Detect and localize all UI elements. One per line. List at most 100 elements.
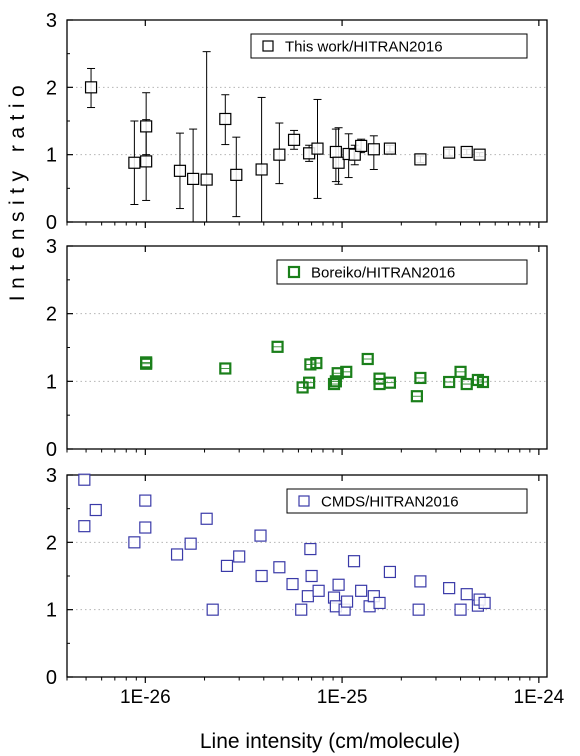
- y-axis-title: Intensity ratio: [6, 79, 29, 301]
- data-point: [140, 357, 153, 370]
- data-point: [331, 367, 344, 380]
- y-tick-label: 3: [46, 10, 57, 32]
- data-point: [206, 603, 219, 616]
- data-point: [373, 596, 386, 610]
- data-point: [414, 575, 427, 588]
- data-point: [233, 550, 246, 563]
- y-tick-label: 3: [46, 236, 57, 258]
- panels: 0 1 2 3 This work/HITRAN2016 0 1 2 3 Boreiko/HITR…: [46, 10, 565, 708]
- data-point: [140, 120, 153, 133]
- data-point: [140, 155, 153, 168]
- data-point: [340, 365, 353, 378]
- legend-marker: [287, 265, 301, 279]
- y-tick-label: 2: [46, 304, 57, 326]
- legend-box: [250, 33, 528, 59]
- y-tick-label: 0: [46, 439, 57, 461]
- data-point: [355, 584, 368, 597]
- data-point: [254, 529, 267, 542]
- data-point: [219, 362, 232, 375]
- data-point: [340, 595, 354, 608]
- data-point: [187, 172, 200, 186]
- data-point: [295, 603, 308, 616]
- data-point: [443, 582, 456, 595]
- data-point: [310, 356, 323, 370]
- data-point: [89, 503, 102, 517]
- data-point: [367, 143, 380, 156]
- data-point: [329, 375, 342, 388]
- data-point: [412, 603, 425, 616]
- legend-box: [286, 488, 528, 514]
- data-point: [230, 168, 243, 181]
- data-point: [219, 112, 232, 126]
- data-point: [478, 596, 491, 610]
- data-point: [84, 81, 98, 94]
- data-point: [220, 559, 234, 573]
- x-tick-label: 1E-25: [317, 687, 368, 708]
- data-point: [414, 371, 427, 385]
- data-point: [414, 153, 427, 166]
- data-point: [304, 542, 317, 556]
- data-point: [139, 494, 152, 507]
- data-point: [332, 578, 345, 591]
- data-point: [473, 148, 486, 161]
- data-point: [184, 537, 197, 550]
- data-point: [255, 569, 268, 583]
- data-point: [78, 520, 91, 533]
- data-point: [348, 148, 361, 161]
- data-point: [460, 377, 473, 391]
- y-tick-label: 3: [46, 465, 57, 487]
- legend-marker: [262, 40, 274, 52]
- panel-1: 0 1 2 3 This work/HITRAN2016: [46, 10, 548, 234]
- y-tick-label: 1: [46, 145, 57, 167]
- data-point: [312, 584, 325, 597]
- data-point: [200, 173, 213, 186]
- data-point: [303, 376, 316, 389]
- y-tick-label: 1: [46, 600, 57, 622]
- data-point: [286, 577, 299, 591]
- data-point: [383, 376, 397, 389]
- data-point: [454, 365, 467, 378]
- data-point: [311, 142, 324, 155]
- y-tick-label: 2: [46, 77, 57, 99]
- data-point: [383, 142, 397, 155]
- data-point: [355, 139, 368, 153]
- y-tick-label: 2: [46, 532, 57, 554]
- data-point: [443, 375, 456, 389]
- x-tick-label: 1E-24: [514, 687, 565, 708]
- data-point: [78, 473, 91, 486]
- data-point: [476, 375, 490, 389]
- x-tick-label: 1E-26: [120, 687, 171, 708]
- data-point: [271, 340, 284, 353]
- legend-label: CMDS/HITRAN2016: [321, 494, 459, 511]
- data-point: [301, 590, 314, 603]
- panel-2: 0 1 2 3 Boreiko/HITRAN2016: [46, 236, 548, 461]
- data-point: [361, 352, 374, 366]
- data-point: [128, 156, 141, 169]
- data-point: [443, 146, 456, 159]
- data-point: [170, 548, 184, 561]
- data-point: [255, 163, 268, 176]
- data-point: [347, 555, 361, 568]
- y-tick-label: 0: [46, 667, 57, 689]
- legend-label: This work/HITRAN2016: [285, 39, 443, 56]
- data-point: [332, 156, 345, 169]
- data-point: [460, 588, 473, 601]
- data-point: [305, 569, 318, 583]
- data-point: [410, 390, 423, 403]
- y-tick-label: 1: [46, 371, 57, 393]
- panel-3: 0 1 2 3 1E-26 1E-25 1E-24 CMDS/HITRAN2016: [46, 465, 565, 708]
- data-point: [200, 512, 213, 525]
- data-point: [329, 145, 342, 159]
- y-tick-label: 0: [46, 212, 57, 234]
- data-point: [460, 145, 473, 159]
- data-point: [139, 521, 152, 534]
- legend-box: [276, 259, 528, 285]
- data-point: [383, 565, 397, 579]
- legend-label: Boreiko/HITRAN2016: [311, 265, 455, 282]
- data-point: [454, 603, 467, 616]
- legend-marker: [298, 495, 310, 507]
- x-axis-title: Line intensity (cm/molecule): [200, 730, 460, 753]
- data-point: [128, 536, 141, 549]
- data-point: [173, 164, 187, 177]
